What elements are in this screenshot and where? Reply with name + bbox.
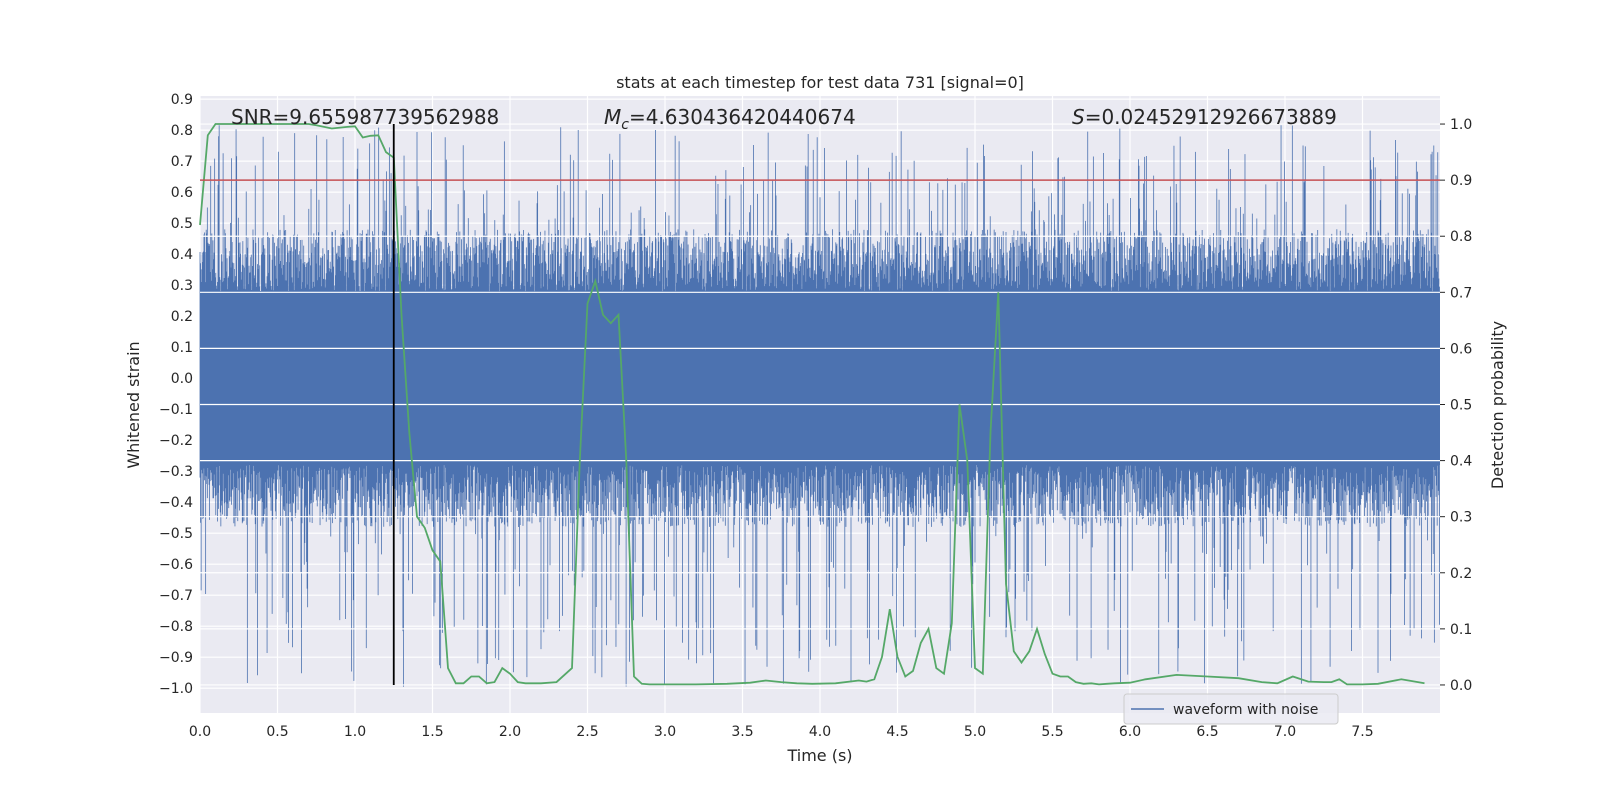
right-y-tick-label: 1.0 bbox=[1450, 117, 1472, 133]
x-tick-label: 1.0 bbox=[344, 724, 366, 740]
left-axis-ticks: 0.9 0.8 0.7 0.6 0.5 0.4 0.3 0.2 0.1 0.0 −0.1 −0.2 −0… bbox=[159, 92, 193, 697]
left-y-tick-label: −0.8 bbox=[159, 619, 193, 635]
snr-annotation: SNR=9.655987739562988 bbox=[231, 105, 499, 129]
left-y-tick-label: 0.2 bbox=[171, 309, 193, 325]
x-tick-label: 2.5 bbox=[576, 724, 598, 740]
left-y-tick-label: 0.4 bbox=[171, 247, 193, 263]
detection-probability-series bbox=[199, 123, 1440, 686]
legend-box bbox=[1123, 693, 1339, 725]
s-symbol: S bbox=[1072, 105, 1085, 129]
left-y-tick-label: 0.5 bbox=[171, 216, 193, 232]
right-y-tick-label: 0.2 bbox=[1450, 566, 1472, 582]
left-y-tick-label: −0.4 bbox=[159, 495, 193, 511]
left-y-tick-label: 0.1 bbox=[171, 340, 193, 356]
chirp-mass-annotation: Mc=4.630436420440674 bbox=[604, 105, 856, 133]
right-y-tick-label: 0.5 bbox=[1450, 398, 1472, 414]
chirp-mass-subscript: c bbox=[621, 117, 629, 133]
legend-label: waveform with noise bbox=[1173, 702, 1318, 718]
left-y-tick-label: −0.5 bbox=[159, 526, 193, 542]
x-tick-label: 0.5 bbox=[266, 724, 288, 740]
left-axis-label: Whitened strain bbox=[124, 341, 143, 468]
x-tick-label: 7.5 bbox=[1351, 724, 1373, 740]
right-y-tick-label: 0.8 bbox=[1450, 229, 1472, 245]
x-tick-label: 5.5 bbox=[1041, 724, 1063, 740]
chirp-mass-value: =4.630436420440674 bbox=[629, 105, 856, 129]
chirp-mass-symbol: M bbox=[604, 105, 621, 129]
right-y-tick-label: 0.0 bbox=[1450, 678, 1472, 694]
x-axis-ticks: 0.0 0.5 1.0 1.5 2.0 2.5 3.0 3.5 4.0 4.5 5.0 5.5 6.0 6… bbox=[189, 724, 1374, 740]
waveform-core-band bbox=[200, 291, 1440, 465]
x-tick-label: 7.0 bbox=[1274, 724, 1296, 740]
x-tick-label: 6.0 bbox=[1119, 724, 1141, 740]
x-tick-label: 4.0 bbox=[809, 724, 831, 740]
left-y-tick-label: 0.9 bbox=[171, 92, 193, 108]
left-y-tick-label: 0.8 bbox=[171, 123, 193, 139]
left-y-tick-label: −0.1 bbox=[159, 402, 193, 418]
left-y-tick-label: 0.6 bbox=[171, 185, 193, 201]
x-tick-label: 3.5 bbox=[731, 724, 753, 740]
x-axis-label: Time (s) bbox=[786, 746, 852, 765]
x-tick-label: 4.5 bbox=[886, 724, 908, 740]
left-y-tick-label: −0.2 bbox=[159, 433, 193, 449]
left-y-tick-label: −0.6 bbox=[159, 557, 193, 573]
right-y-tick-label: 0.7 bbox=[1450, 285, 1472, 301]
right-y-tick-label: 0.1 bbox=[1450, 622, 1472, 638]
legend: waveform with noise bbox=[1123, 693, 1339, 725]
x-tick-label: 6.5 bbox=[1196, 724, 1218, 740]
s-annotation: S=0.02452912926673889 bbox=[1072, 105, 1337, 129]
right-axis-ticks: 1.0 0.9 0.8 0.7 0.6 0.5 0.4 0.3 0.2 0.1 0.0 bbox=[1440, 117, 1472, 694]
right-axis-label: Detection probability bbox=[1488, 321, 1507, 489]
left-y-tick-label: 0.3 bbox=[171, 278, 193, 294]
left-y-tick-label: 0.7 bbox=[171, 154, 193, 170]
x-tick-label: 1.5 bbox=[421, 724, 443, 740]
waveform-series bbox=[199, 125, 1440, 687]
left-y-tick-label: −1.0 bbox=[159, 681, 193, 697]
x-tick-label: 2.0 bbox=[499, 724, 521, 740]
x-tick-label: 3.0 bbox=[654, 724, 676, 740]
right-y-tick-label: 0.6 bbox=[1450, 341, 1472, 357]
x-tick-label: 0.0 bbox=[189, 724, 211, 740]
right-y-tick-label: 0.3 bbox=[1450, 510, 1472, 526]
right-y-tick-label: 0.9 bbox=[1450, 173, 1472, 189]
left-y-tick-label: −0.9 bbox=[159, 650, 193, 666]
s-value: =0.02452912926673889 bbox=[1085, 105, 1337, 129]
right-y-tick-label: 0.4 bbox=[1450, 454, 1472, 470]
left-y-tick-label: −0.7 bbox=[159, 588, 193, 604]
left-y-tick-label: 0.0 bbox=[171, 371, 193, 387]
x-tick-label: 5.0 bbox=[964, 724, 986, 740]
chart-title: stats at each timestep for test data 731… bbox=[616, 73, 1024, 92]
left-y-tick-label: −0.3 bbox=[159, 464, 193, 480]
